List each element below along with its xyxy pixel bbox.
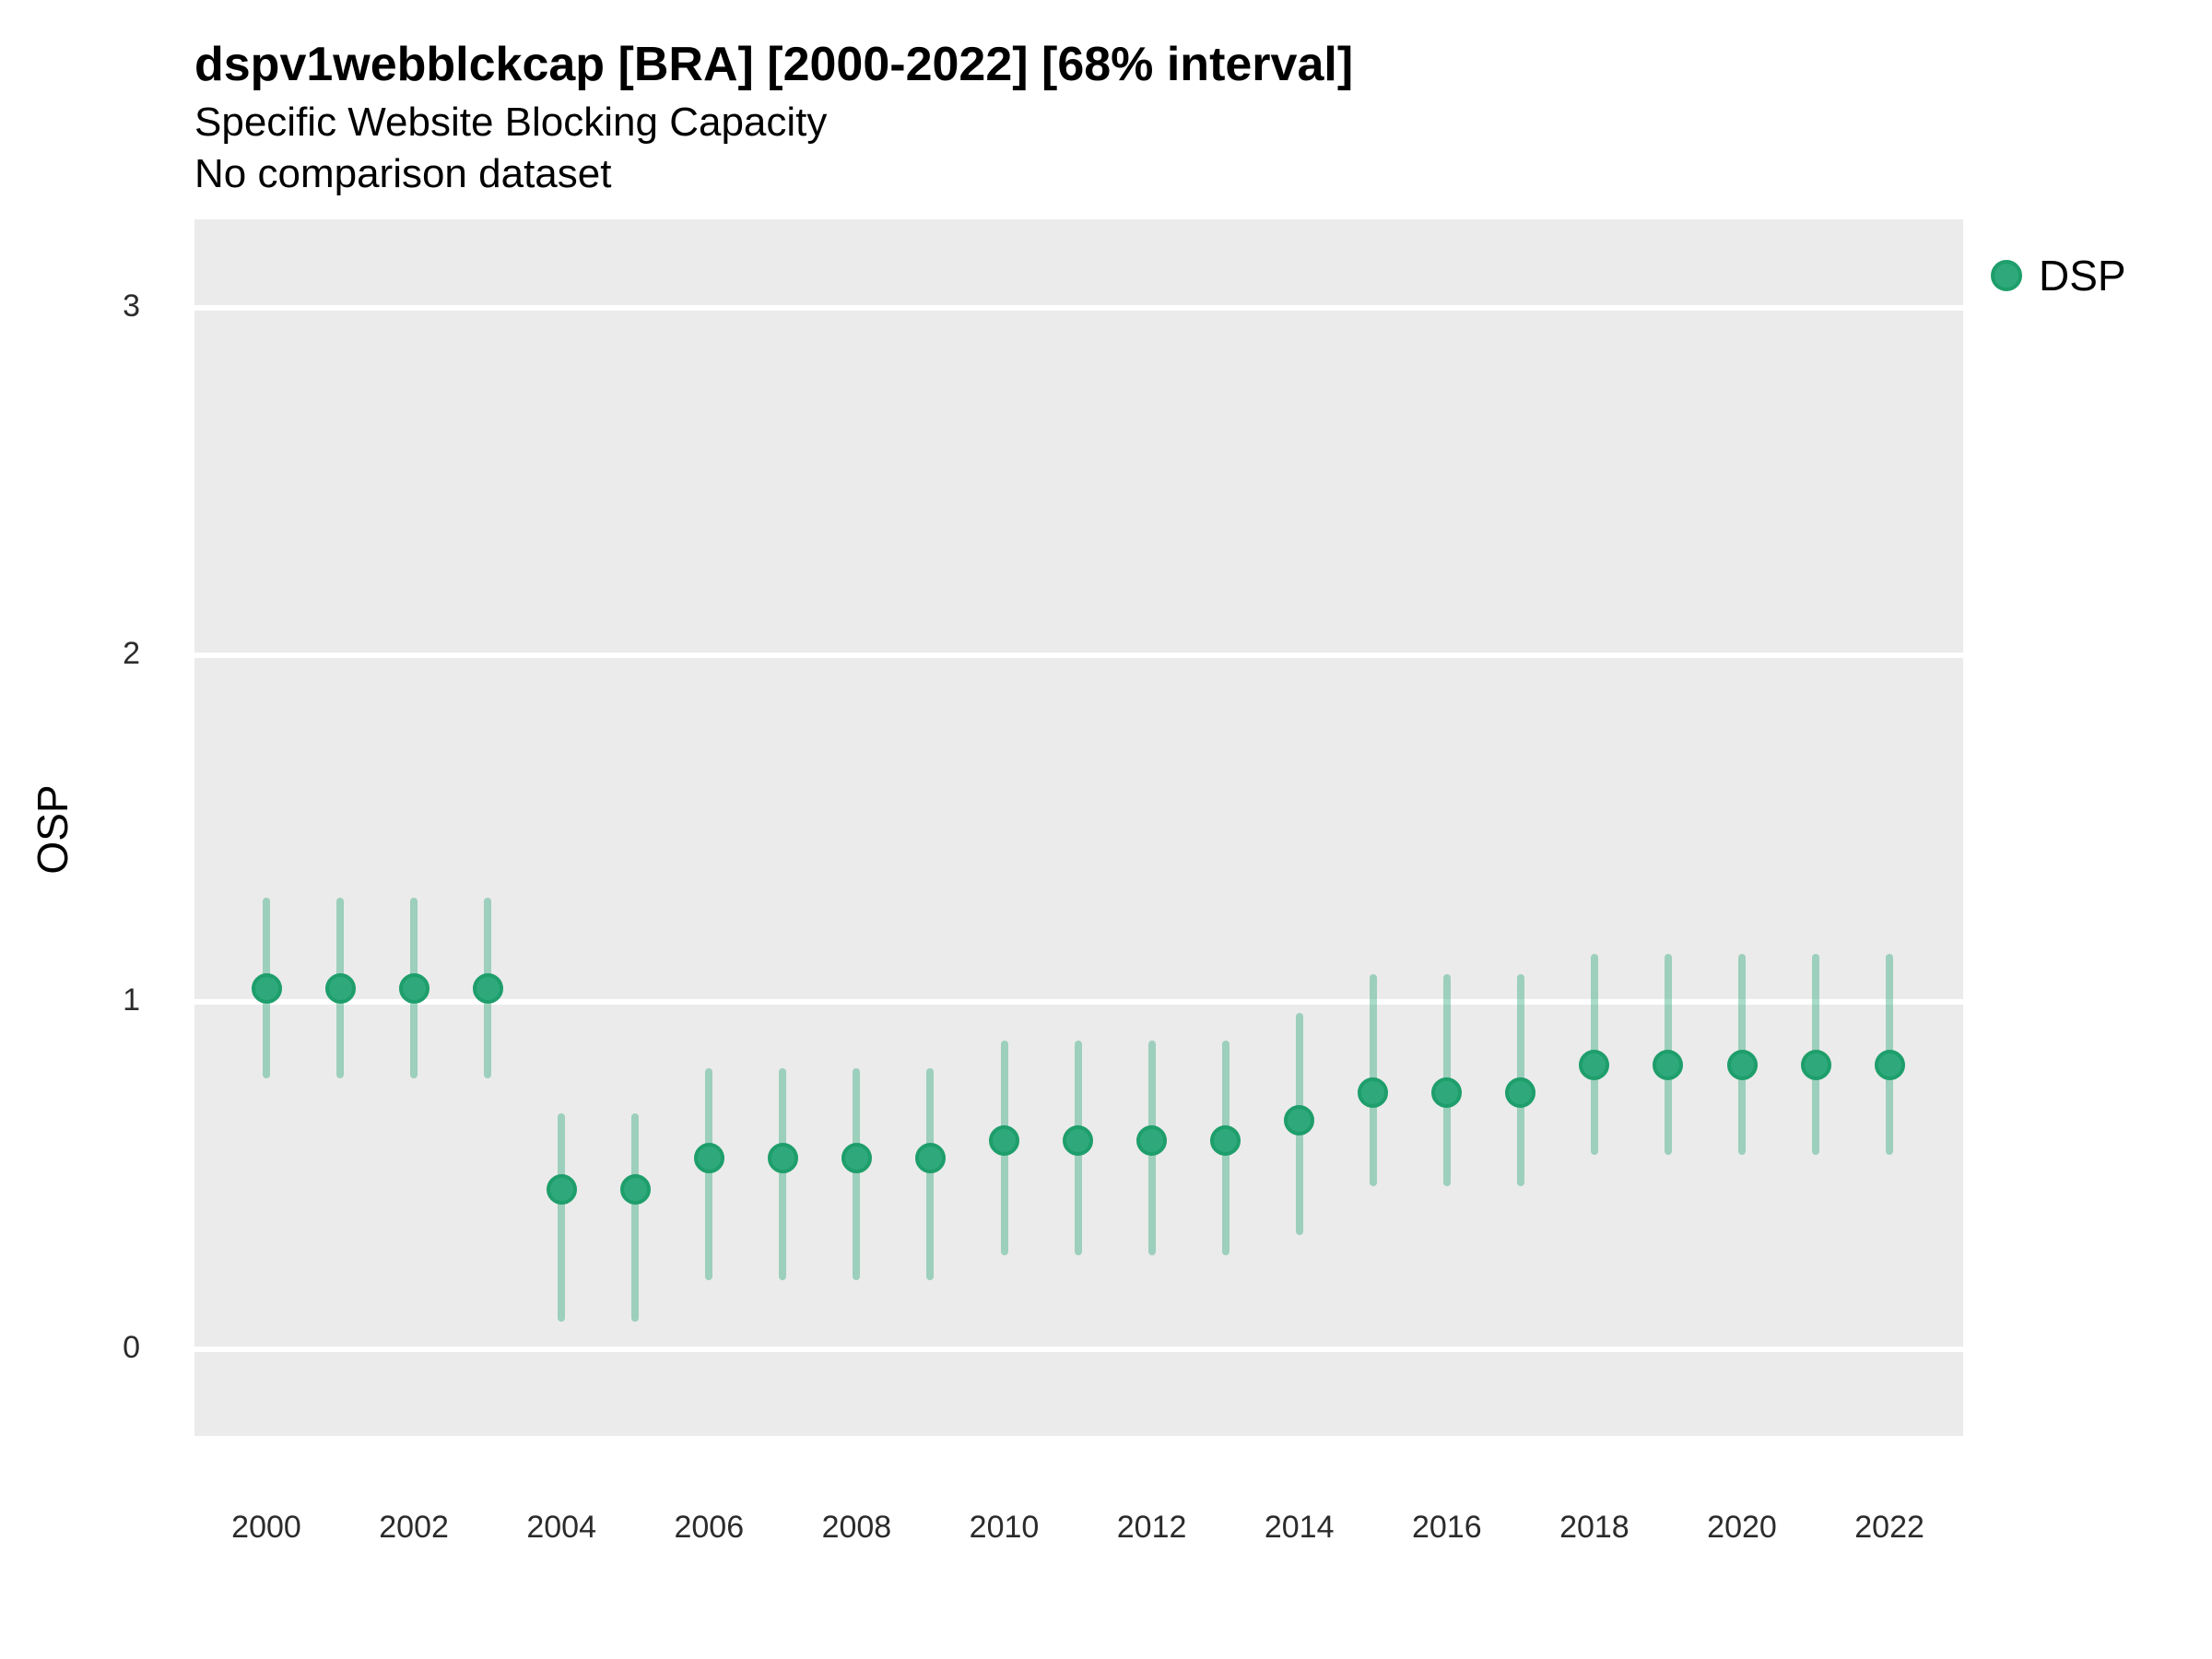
- point-dsp-2012: [1136, 1125, 1168, 1157]
- point-dsp-2015: [1358, 1077, 1389, 1108]
- y-axis-title: OSP: [29, 784, 76, 875]
- errorbar-2009: [926, 1067, 935, 1280]
- point-dsp-2020: [1726, 1049, 1758, 1080]
- x-tick-label-2016: 2016: [1411, 1510, 1482, 1545]
- point-dsp-2005: [619, 1174, 651, 1206]
- point-dsp-2002: [398, 972, 429, 1004]
- legend-dsp-marker-icon: [1991, 260, 2022, 291]
- gridline-y-3: [194, 305, 1963, 312]
- x-tick-label-2008: 2008: [821, 1510, 892, 1545]
- x-tick-label-2012: 2012: [1116, 1510, 1187, 1545]
- point-dsp-2009: [914, 1143, 946, 1174]
- point-dsp-2016: [1431, 1077, 1463, 1108]
- x-tick-label-2018: 2018: [1559, 1510, 1630, 1545]
- y-tick-label-2: 2: [123, 635, 140, 671]
- gridline-y-2: [194, 652, 1963, 658]
- x-tick-label-2006: 2006: [674, 1510, 745, 1545]
- point-dsp-2003: [472, 972, 503, 1004]
- legend: DSP: [1991, 251, 2126, 300]
- point-dsp-2017: [1505, 1077, 1536, 1108]
- point-dsp-2013: [1210, 1125, 1241, 1157]
- point-dsp-2000: [251, 972, 282, 1004]
- gridline-y-0: [194, 1346, 1963, 1352]
- plot-panel: [194, 219, 1963, 1436]
- x-tick-label-2004: 2004: [526, 1510, 596, 1545]
- point-dsp-2022: [1874, 1049, 1905, 1080]
- point-dsp-2008: [841, 1143, 872, 1174]
- y-tick-label-3: 3: [123, 288, 140, 324]
- point-dsp-2006: [693, 1143, 724, 1174]
- point-dsp-2004: [546, 1174, 577, 1206]
- point-dsp-2001: [324, 972, 356, 1004]
- y-tick-label-1: 1: [123, 982, 140, 1018]
- legend-dsp-label: DSP: [2039, 252, 2126, 300]
- x-tick-label-2022: 2022: [1854, 1510, 1924, 1545]
- errorbar-2007: [779, 1067, 787, 1280]
- x-tick-label-2020: 2020: [1707, 1510, 1777, 1545]
- chart-subtitle: Specific Website Blocking Capacity: [194, 100, 828, 145]
- errorbar-2008: [853, 1067, 861, 1280]
- point-dsp-2010: [989, 1125, 1019, 1157]
- errorbar-2004: [558, 1112, 566, 1322]
- x-tick-label-2010: 2010: [969, 1510, 1040, 1545]
- point-dsp-2014: [1284, 1104, 1315, 1135]
- x-tick-label-2014: 2014: [1264, 1510, 1335, 1545]
- errorbar-2006: [705, 1067, 713, 1280]
- gridline-y-1: [194, 999, 1963, 1006]
- x-tick-label-2000: 2000: [231, 1510, 301, 1545]
- chart-title: dspv1webblckcap [BRA] [2000-2022] [68% i…: [194, 38, 1354, 91]
- point-dsp-2018: [1579, 1049, 1610, 1080]
- y-tick-label-0: 0: [123, 1329, 140, 1365]
- x-tick-label-2002: 2002: [379, 1510, 449, 1545]
- chart-note: No comparison dataset: [194, 151, 612, 196]
- point-dsp-2021: [1800, 1049, 1831, 1080]
- point-dsp-2011: [1063, 1125, 1094, 1157]
- point-dsp-2007: [767, 1143, 798, 1174]
- errorbar-2005: [631, 1112, 640, 1322]
- point-dsp-2019: [1653, 1049, 1684, 1080]
